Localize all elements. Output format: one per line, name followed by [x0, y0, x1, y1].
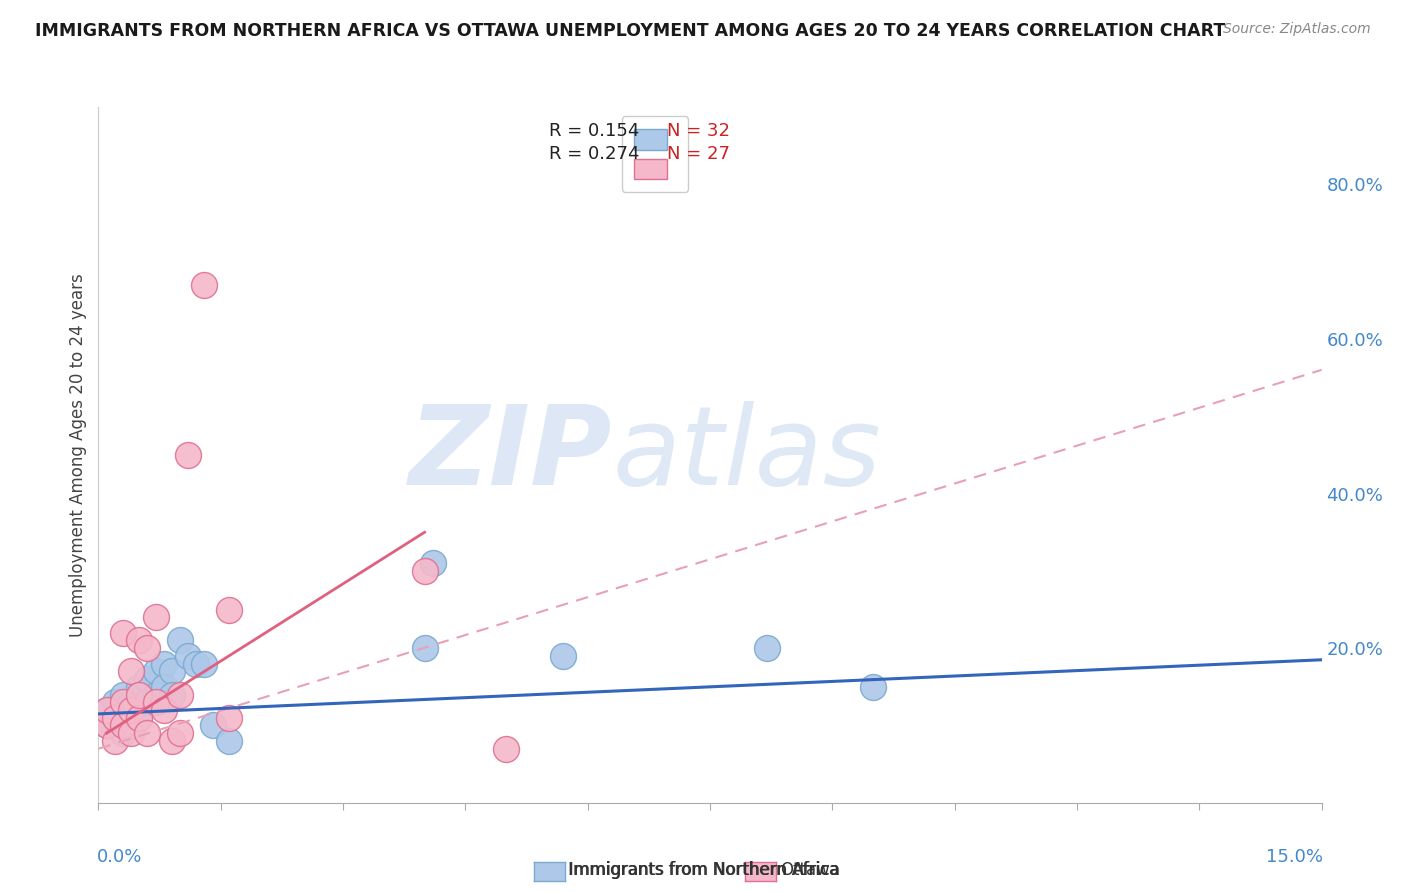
Y-axis label: Unemployment Among Ages 20 to 24 years: Unemployment Among Ages 20 to 24 years	[69, 273, 87, 637]
Immigrants from Northern Africa	[145, 688, 167, 702]
Immigrants from Northern Africa	[104, 711, 127, 725]
Immigrants from Northern Africa	[120, 695, 142, 709]
Immigrants from Northern Africa	[152, 657, 174, 671]
Text: ZIP: ZIP	[409, 401, 612, 508]
Ottawa	[177, 448, 200, 462]
Immigrants from Northern Africa	[862, 680, 884, 694]
Immigrants from Northern Africa	[169, 633, 191, 648]
Immigrants from Northern Africa	[96, 718, 118, 732]
Text: IMMIGRANTS FROM NORTHERN AFRICA VS OTTAWA UNEMPLOYMENT AMONG AGES 20 TO 24 YEARS: IMMIGRANTS FROM NORTHERN AFRICA VS OTTAW…	[35, 22, 1226, 40]
Ottawa	[128, 711, 150, 725]
Immigrants from Northern Africa	[104, 695, 127, 709]
Ottawa	[495, 741, 517, 756]
Immigrants from Northern Africa	[128, 711, 150, 725]
Immigrants from Northern Africa	[160, 688, 183, 702]
Immigrants from Northern Africa	[111, 703, 134, 717]
Text: 15.0%: 15.0%	[1265, 848, 1323, 866]
Immigrants from Northern Africa	[177, 648, 200, 663]
Text: R = 0.274: R = 0.274	[548, 145, 640, 162]
Immigrants from Northern Africa	[413, 641, 436, 656]
Immigrants from Northern Africa	[160, 665, 183, 679]
Ottawa	[104, 734, 127, 748]
Ottawa	[120, 726, 142, 740]
Immigrants from Northern Africa	[553, 648, 575, 663]
Ottawa	[120, 665, 142, 679]
Ottawa	[152, 703, 174, 717]
Immigrants from Northern Africa	[120, 703, 142, 717]
Text: N = 32: N = 32	[668, 121, 730, 140]
Ottawa	[145, 610, 167, 624]
Text: Source: ZipAtlas.com: Source: ZipAtlas.com	[1223, 22, 1371, 37]
Ottawa	[120, 703, 142, 717]
Immigrants from Northern Africa	[128, 688, 150, 702]
Ottawa	[413, 564, 436, 578]
Immigrants from Northern Africa	[136, 695, 159, 709]
Legend: , : ,	[621, 116, 689, 192]
Ottawa	[96, 703, 118, 717]
Ottawa	[128, 688, 150, 702]
Immigrants from Northern Africa	[422, 556, 444, 570]
Immigrants from Northern Africa	[136, 672, 159, 686]
Text: Immigrants from Northern Africa: Immigrants from Northern Africa	[569, 861, 841, 879]
Ottawa	[111, 695, 134, 709]
Immigrants from Northern Africa	[145, 665, 167, 679]
Ottawa	[169, 688, 191, 702]
Ottawa	[111, 625, 134, 640]
Ottawa	[218, 711, 240, 725]
Immigrants from Northern Africa	[218, 734, 240, 748]
Ottawa	[145, 695, 167, 709]
Ottawa	[218, 602, 240, 616]
Immigrants from Northern Africa	[201, 718, 224, 732]
Ottawa	[104, 711, 127, 725]
Text: N = 27: N = 27	[668, 145, 730, 162]
Immigrants from Northern Africa	[186, 657, 208, 671]
Ottawa	[160, 734, 183, 748]
Immigrants from Northern Africa	[120, 718, 142, 732]
Ottawa	[128, 633, 150, 648]
Ottawa	[193, 277, 215, 292]
Ottawa	[136, 726, 159, 740]
Immigrants from Northern Africa	[193, 657, 215, 671]
Text: R = 0.154: R = 0.154	[548, 121, 638, 140]
Ottawa	[111, 718, 134, 732]
Immigrants from Northern Africa	[128, 680, 150, 694]
Text: Immigrants from Northern Africa: Immigrants from Northern Africa	[568, 861, 838, 879]
Immigrants from Northern Africa	[756, 641, 779, 656]
Immigrants from Northern Africa	[96, 703, 118, 717]
Text: Ottawa: Ottawa	[780, 861, 841, 879]
Ottawa	[136, 641, 159, 656]
Text: 0.0%: 0.0%	[97, 848, 142, 866]
Ottawa	[96, 718, 118, 732]
Text: atlas: atlas	[612, 401, 880, 508]
Immigrants from Northern Africa	[111, 726, 134, 740]
Immigrants from Northern Africa	[152, 680, 174, 694]
Ottawa	[169, 726, 191, 740]
Immigrants from Northern Africa	[111, 688, 134, 702]
